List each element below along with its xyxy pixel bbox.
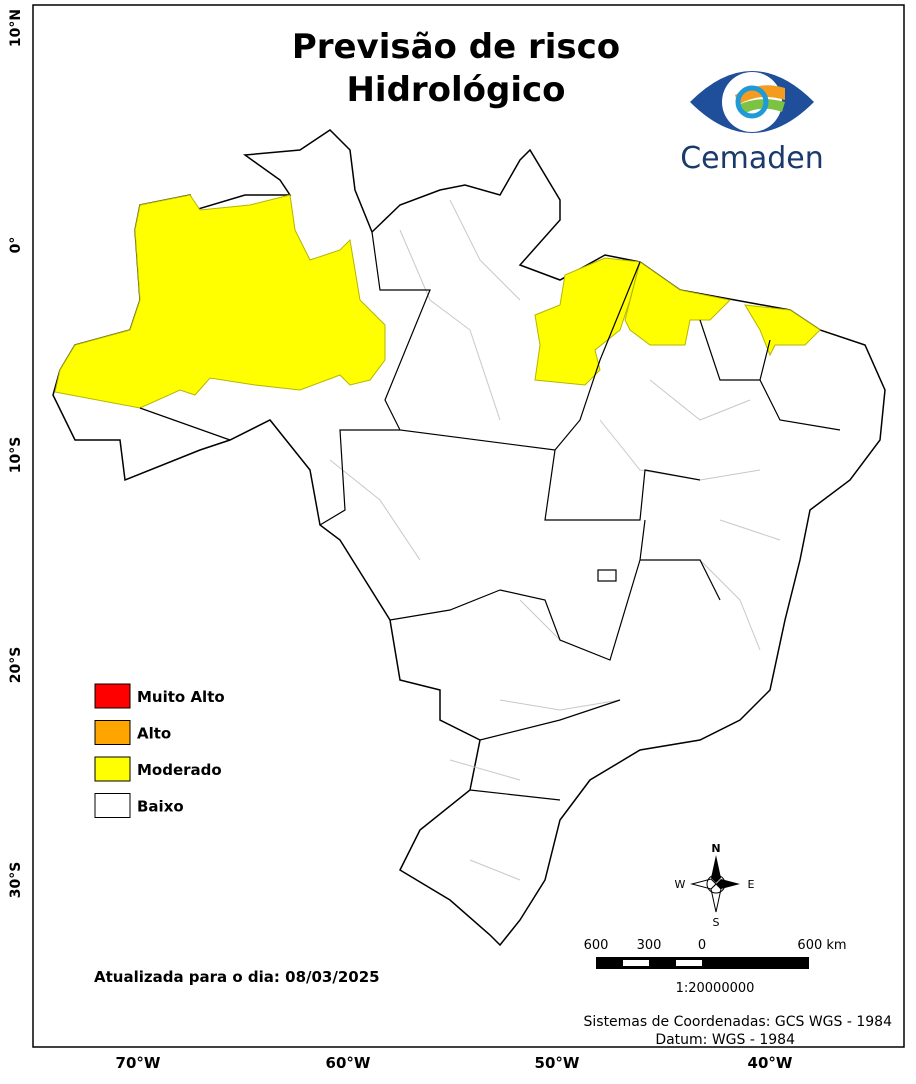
region-amazonas <box>54 194 386 409</box>
compass-arrow <box>711 855 721 883</box>
scale-label: 600 <box>584 938 609 953</box>
compass-ring <box>706 874 726 894</box>
latitude-label: 0° <box>8 237 24 254</box>
longitude-label: 60°W <box>326 1054 371 1072</box>
credits: Datum: WGS - 1984 <box>655 1032 795 1048</box>
legend-swatch <box>94 720 131 745</box>
region-para-ne <box>534 257 641 386</box>
compass-w: W <box>675 878 686 891</box>
legend: Muito Alto Alto Moderado Baixo <box>94 683 225 818</box>
title-line: Previsão de risco <box>292 27 620 67</box>
longitude-label: 50°W <box>535 1054 580 1072</box>
region-maranhao-n <box>624 261 732 346</box>
legend-label: Baixo <box>137 798 184 816</box>
logo-text: Cemaden <box>680 141 824 176</box>
region-ceara-n <box>744 304 821 357</box>
longitude-label: 70°W <box>116 1054 161 1072</box>
compass-arrow <box>716 879 740 889</box>
scale-label: 0 <box>698 938 706 953</box>
legend-swatch <box>94 756 131 782</box>
latitude-label: 30°S <box>8 862 24 899</box>
legend-swatch <box>94 683 131 709</box>
legend-label: Alto <box>137 725 171 743</box>
compass-rose: N S E W <box>675 842 755 929</box>
legend-swatch <box>94 793 131 818</box>
moderate-regions <box>54 194 821 409</box>
scale-label: 300 <box>637 938 662 953</box>
latitude-label: 20°S <box>8 647 24 684</box>
logo-band <box>738 99 785 115</box>
compass-e: E <box>748 878 755 891</box>
latitude-label: 10°N <box>8 9 24 47</box>
scale-ratio: 1:20000000 <box>676 981 755 996</box>
logo-pupil <box>735 85 769 119</box>
scale-segment <box>676 960 702 966</box>
longitude-labels: 70°W 60°W 50°W 40°W <box>116 1054 793 1072</box>
credits: Sistemas de Coordenadas: GCS WGS - 1984 <box>584 1014 893 1030</box>
latitude-labels: 10°N 0° 10°S 20°S 30°S <box>8 9 24 898</box>
scale-segment <box>623 960 649 966</box>
scale-segment <box>596 957 809 969</box>
scale-bar: 600 300 0 600 km 1:20000000 <box>584 938 847 996</box>
legend-label: Muito Alto <box>137 688 225 706</box>
scale-label: 600 km <box>797 938 846 953</box>
longitude-label: 40°W <box>748 1054 793 1072</box>
state-borders <box>139 231 841 801</box>
compass-n: N <box>711 842 720 855</box>
legend-label: Moderado <box>137 761 222 779</box>
title-line: Hidrológico <box>346 70 565 110</box>
update-date: Atualizada para o dia: 08/03/2025 <box>94 968 380 986</box>
logo: Cemaden <box>680 71 824 176</box>
compass-s: S <box>713 916 720 929</box>
latitude-label: 10°S <box>8 437 24 474</box>
